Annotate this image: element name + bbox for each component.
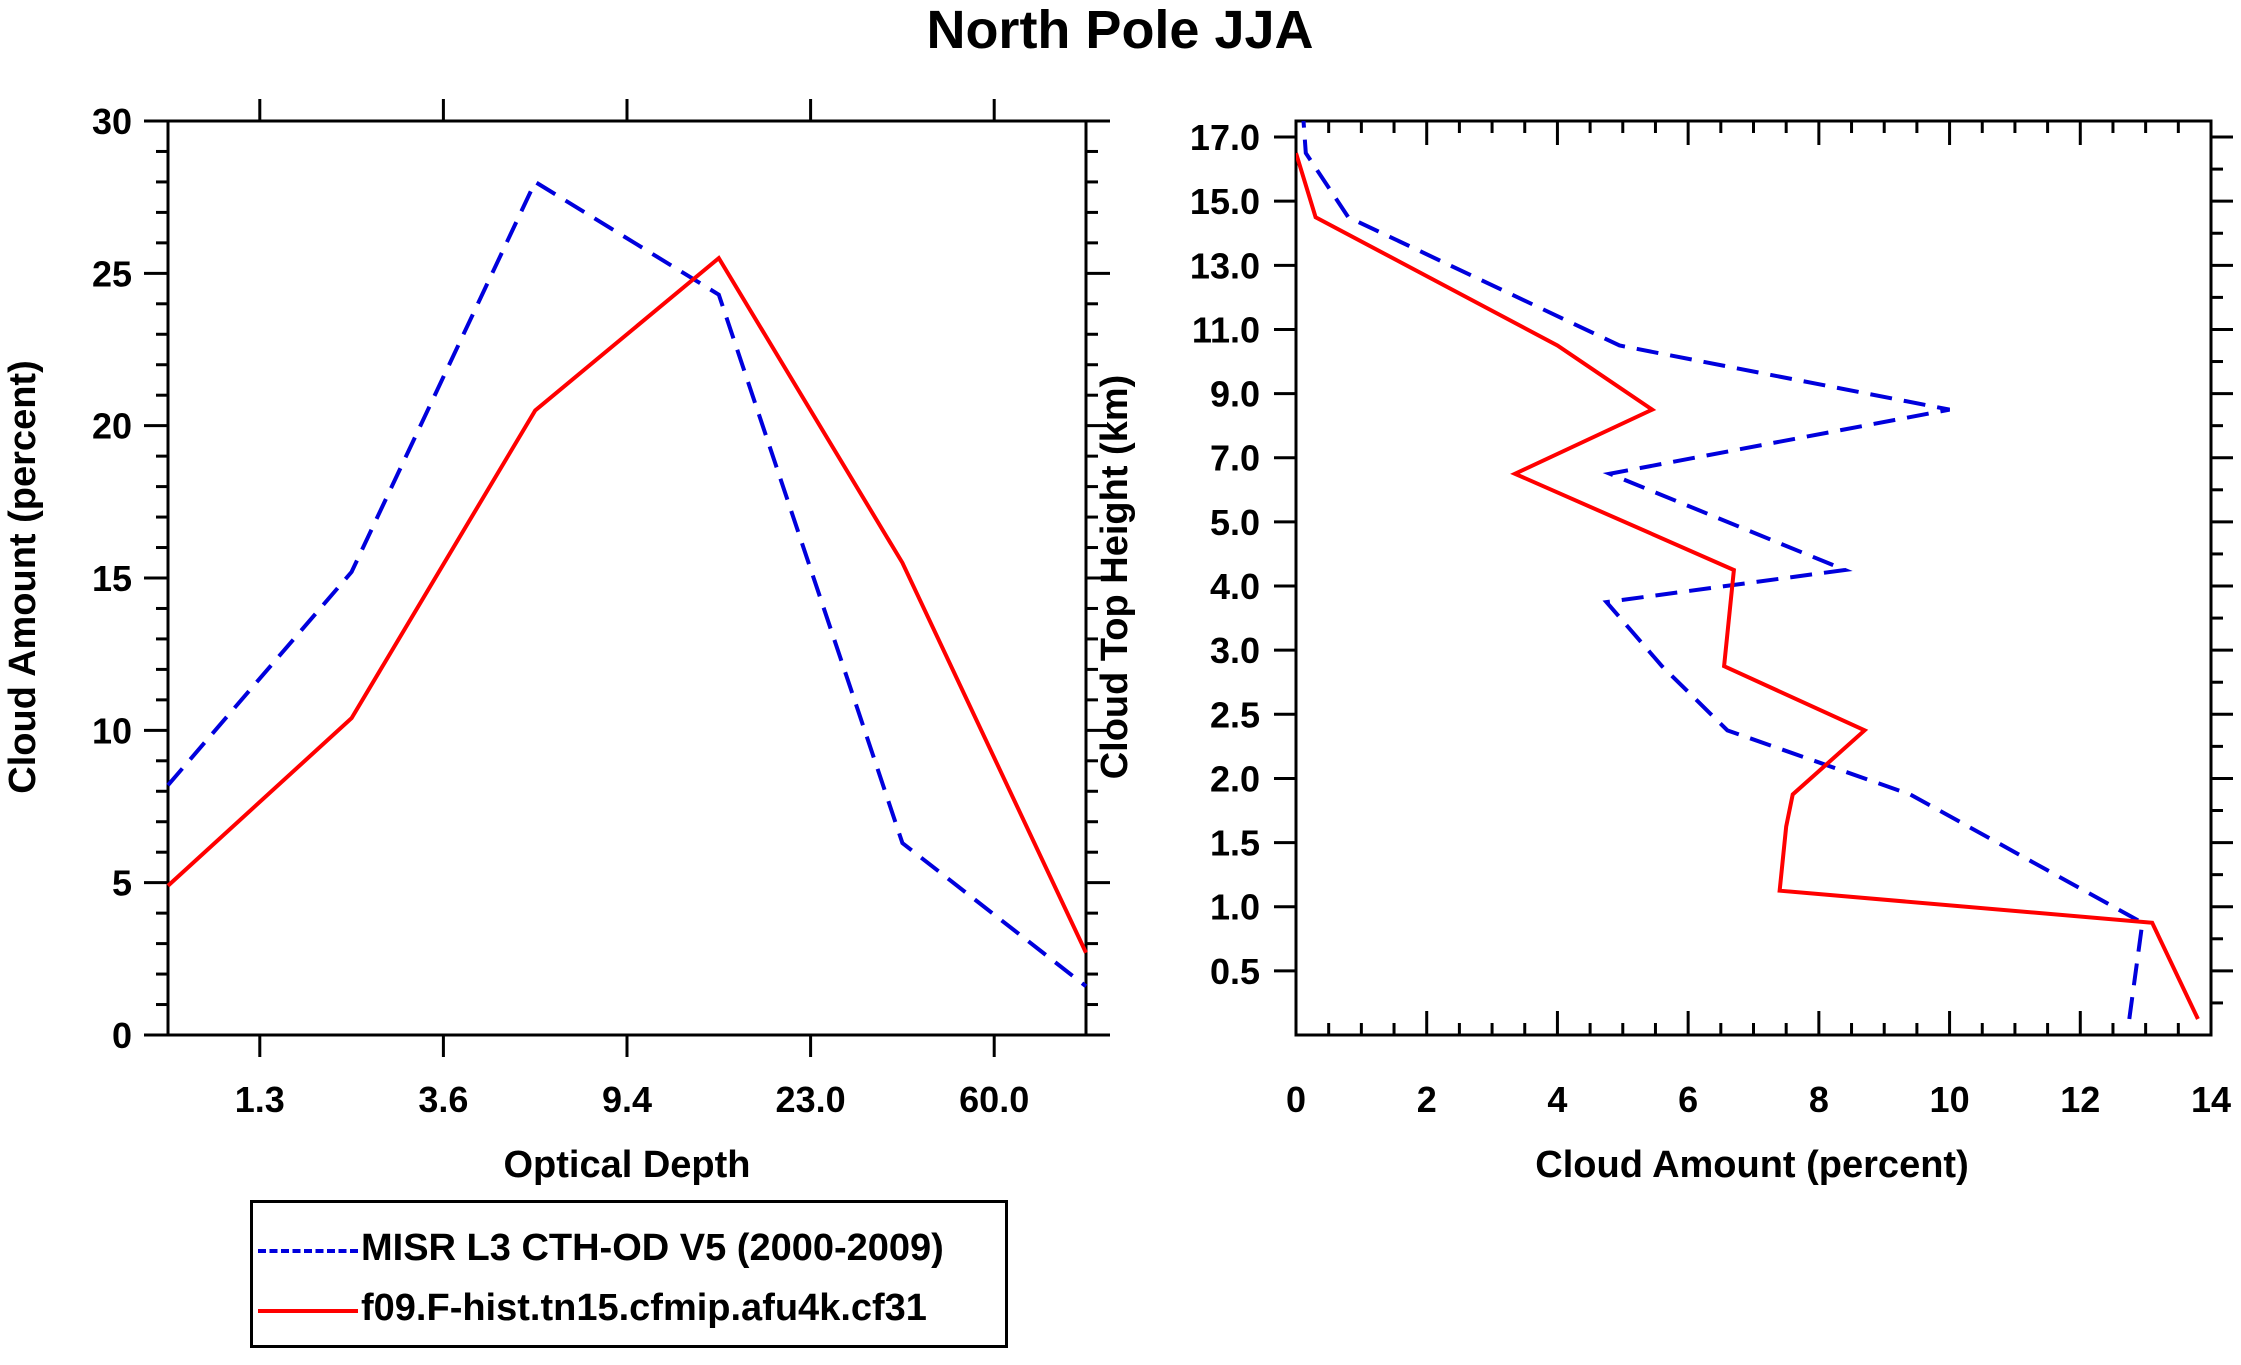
left-x-tick-label: 23.0: [776, 1079, 846, 1120]
left-y-tick-label: 10: [92, 710, 132, 751]
left-x-tick-label: 60.0: [959, 1079, 1029, 1120]
figure-title: North Pole JJA: [926, 0, 1313, 60]
right-y-tick-label: 7.0: [1210, 438, 1260, 479]
optical-depth-chart: Optical Depth Cloud Amount (percent) 0 5 1…: [2, 99, 1110, 1186]
left-x-axis-label: Optical Depth: [503, 1144, 750, 1186]
right-x-tick-label: 0: [1286, 1079, 1306, 1120]
left-y-tick-label: 5: [112, 863, 132, 904]
left-plot-frame: [166, 119, 1088, 1037]
left-y-tick-label: 15: [92, 558, 132, 599]
legend-swatch-solid-red: [258, 1309, 358, 1313]
right-y-tick-label: 0.5: [1210, 951, 1260, 992]
left-y-axis-label: Cloud Amount (percent): [2, 360, 44, 793]
right-y-tick-label: 4.0: [1210, 566, 1260, 607]
right-x-tick-label: 2: [1417, 1079, 1437, 1120]
right-y-tick-label: 13.0: [1190, 245, 1260, 286]
legend-item-model: f09.F-hist.tn15.cfmip.afu4k.cf31: [253, 1281, 1005, 1341]
cloud-top-height-chart: Cloud Amount (percent) Cloud Top Height …: [1094, 117, 2233, 1186]
right-x-tick-label: 8: [1809, 1079, 1829, 1120]
right-y-tick-label: 9.0: [1210, 374, 1260, 415]
right-y-tick-label: 17.0: [1190, 117, 1260, 158]
legend: MISR L3 CTH-OD V5 (2000-2009) f09.F-hist…: [250, 1200, 1008, 1348]
right-x-tick-label: 12: [2060, 1079, 2100, 1120]
left-y-tick-label: 20: [92, 406, 132, 447]
right-y-tick-label: 2.0: [1210, 758, 1260, 799]
left-y-tick-label: 30: [92, 101, 132, 142]
left-y-tick-label: 25: [92, 253, 132, 294]
right-series-line-obs: [1301, 121, 2145, 1020]
right-y-tick-label: 2.5: [1210, 694, 1260, 735]
right-y-axis-label: Cloud Top Height (km): [1094, 375, 1136, 780]
legend-item-obs: MISR L3 CTH-OD V5 (2000-2009): [253, 1221, 1005, 1281]
legend-label-model: f09.F-hist.tn15.cfmip.afu4k.cf31: [361, 1287, 927, 1329]
right-x-axis-label: Cloud Amount (percent): [1535, 1144, 1968, 1186]
right-y-tick-label: 11.0: [1192, 309, 1260, 350]
right-y-tick-label: 1.5: [1210, 823, 1260, 864]
right-y-tick-label: 3.0: [1210, 630, 1260, 671]
right-x-tick-label: 14: [2191, 1079, 2231, 1120]
right-y-tick-label: 5.0: [1210, 502, 1260, 543]
left-x-tick-label: 3.6: [418, 1079, 468, 1120]
left-series-line-model: [166, 255, 1088, 954]
right-x-tick-label: 6: [1678, 1079, 1698, 1120]
left-y-tick-label: 0: [112, 1015, 132, 1056]
right-x-tick-label: 4: [1547, 1079, 1567, 1120]
left-series-line-obs: [166, 179, 1088, 988]
legend-swatch-dashed-blue: [258, 1249, 358, 1253]
right-x-tick-label: 10: [1930, 1079, 1970, 1120]
right-series-line-model: [1296, 152, 2200, 1020]
left-x-tick-label: 1.3: [235, 1079, 285, 1120]
legend-label-obs: MISR L3 CTH-OD V5 (2000-2009): [361, 1227, 944, 1269]
right-y-tick-label: 15.0: [1190, 181, 1260, 222]
left-x-tick-label: 9.4: [602, 1079, 652, 1120]
right-y-tick-label: 1.0: [1210, 887, 1260, 928]
